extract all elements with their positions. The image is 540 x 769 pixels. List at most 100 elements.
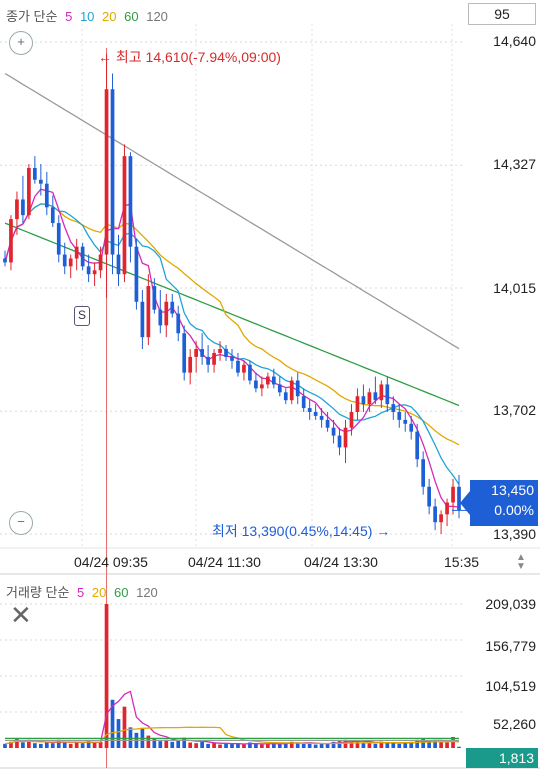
candle-body <box>277 384 282 393</box>
current-price: 13,450 <box>491 482 534 498</box>
volume-bar <box>212 742 216 748</box>
candle-body <box>56 223 61 255</box>
price-tick: 14,327 <box>493 156 536 172</box>
price-ma-legend: 종가 단순 5 10 20 60 120 <box>6 6 172 25</box>
volume-bar <box>271 743 276 748</box>
time-tick: 04/24 11:30 <box>188 554 261 570</box>
price-tick: 13,702 <box>493 402 536 418</box>
volume-bar <box>9 741 13 748</box>
volume-bar <box>337 741 342 748</box>
price-tick: 14,015 <box>493 280 536 296</box>
candle-body <box>295 380 300 397</box>
ma60-line <box>4 222 460 407</box>
candle-body <box>415 431 420 460</box>
ma120-line <box>4 72 460 350</box>
volume-bar <box>248 742 252 748</box>
volume-bar <box>164 739 169 748</box>
candle-body <box>128 156 133 247</box>
volume-bar <box>439 741 443 748</box>
vol-ma60-label: 60 <box>114 585 129 600</box>
ma120-label: 120 <box>146 9 168 24</box>
signal-marker[interactable]: S <box>74 306 90 326</box>
candle-body <box>451 486 455 503</box>
price-tick: 13,390 <box>493 526 536 542</box>
volume-bar <box>206 743 210 748</box>
volume-bar <box>289 741 294 748</box>
candle-body <box>349 411 354 428</box>
candle-body <box>188 356 193 373</box>
up-down-arrow-icon[interactable]: ▲ ▼ <box>516 552 526 572</box>
candle-body <box>283 392 288 401</box>
period-input[interactable]: 95 <box>468 3 536 25</box>
volume-bar <box>254 743 258 748</box>
volume-bar <box>50 743 55 748</box>
candle-body <box>152 286 157 310</box>
zoom-out-icon[interactable]: − <box>9 511 33 535</box>
volume-bar <box>301 743 306 748</box>
close-icon[interactable]: ✕ <box>10 600 32 630</box>
candle-body <box>92 270 97 275</box>
volume-bar <box>397 743 402 748</box>
volume-bar <box>433 740 437 748</box>
volume-ma-legend: 거래량 단순 5 20 60 120 <box>6 582 162 601</box>
volume-tick: 156,779 <box>485 638 536 654</box>
volume-bar <box>367 742 372 748</box>
candle-body <box>170 301 175 314</box>
volume-bar <box>68 743 73 748</box>
candle-body <box>355 396 360 412</box>
volume-bar <box>415 739 420 748</box>
volume-bar <box>92 742 97 748</box>
volume-bar <box>80 743 85 748</box>
candle-body <box>265 376 270 385</box>
volume-bar <box>170 741 175 748</box>
candle-body <box>9 219 13 263</box>
candle-body <box>385 384 390 405</box>
volume-bar <box>86 741 91 748</box>
volume-bar <box>194 743 199 748</box>
candle-body <box>134 246 139 302</box>
vol-ma5-label: 5 <box>77 585 85 600</box>
candle-body <box>38 179 43 184</box>
volume-bar <box>325 743 330 748</box>
zoom-in-icon[interactable]: + <box>9 31 33 55</box>
volume-bar <box>355 740 360 748</box>
volume-tick: 209,039 <box>485 596 536 612</box>
candle-body <box>230 356 234 361</box>
volume-bar <box>457 746 461 748</box>
time-tick: 04/24 13:30 <box>304 554 378 570</box>
volume-bar <box>146 735 151 748</box>
candle-body <box>50 207 55 224</box>
ma5-label: 5 <box>65 9 73 24</box>
candle-body <box>110 89 115 255</box>
volume-bar <box>98 741 103 748</box>
candle-body <box>140 301 145 338</box>
candle-body <box>439 514 443 523</box>
volume-bar <box>188 742 193 748</box>
volume-bar <box>331 741 336 748</box>
candle-body <box>44 183 49 208</box>
volume-legend-title: 거래량 단순 <box>6 585 70 600</box>
candle-body <box>27 167 31 216</box>
volume-bar <box>421 738 426 748</box>
candle-body <box>445 502 449 515</box>
volume-bar <box>200 741 204 748</box>
volume-bar <box>242 744 246 748</box>
high-annotation: ← 최고 14,610(-7.94%,09:00) <box>98 49 281 65</box>
volume-bar <box>38 743 43 748</box>
volume-bar <box>283 742 288 748</box>
volume-bar <box>122 706 127 748</box>
candle-body <box>403 419 408 424</box>
candle-body <box>343 427 348 448</box>
volume-bar <box>182 737 187 748</box>
candle-body <box>433 506 437 523</box>
high-annotation-text: 최고 14,610(-7.94%,09:00) <box>115 49 281 65</box>
volume-bar <box>56 739 61 748</box>
price-tick: 14,640 <box>493 33 536 49</box>
volume-bar <box>62 742 67 748</box>
candle-body <box>3 258 7 263</box>
candle-body <box>98 254 103 271</box>
candle-body <box>218 349 222 353</box>
candle-body <box>427 486 431 507</box>
volume-tick: 52,260 <box>493 716 536 732</box>
